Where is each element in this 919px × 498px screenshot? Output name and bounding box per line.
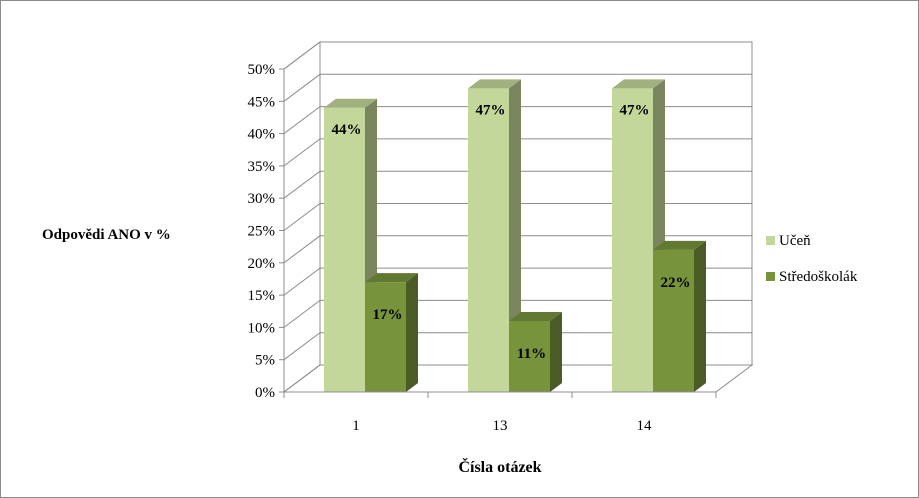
y-axis-label: Odpovědi ANO v %: [42, 227, 171, 243]
data-label: 11%: [517, 346, 546, 362]
y-tick-label: 20%: [248, 256, 276, 272]
y-tick-label: 0%: [255, 385, 275, 401]
bar-front: [324, 108, 365, 392]
bar-side: [550, 312, 562, 392]
legend-label-stredoskolak: Středoškolák: [779, 269, 858, 285]
bar-front: [468, 88, 509, 392]
bar-side: [694, 241, 706, 392]
bar: [365, 273, 418, 392]
legend: Učeň Středoškolák: [766, 233, 858, 285]
bar: [653, 241, 706, 392]
data-label: 22%: [661, 275, 691, 291]
bar-front: [365, 282, 406, 392]
data-label: 44%: [332, 122, 362, 138]
x-tick-label: 13: [493, 418, 508, 434]
legend-swatch-uceen: [766, 236, 775, 245]
x-tick-label: 14: [637, 418, 653, 434]
y-tick-label: 10%: [248, 320, 276, 336]
legend-label-uceen: Učeň: [779, 233, 811, 249]
bar-side: [406, 273, 418, 392]
legend-swatch-stredoskolak: [766, 272, 775, 281]
data-label: 47%: [476, 102, 506, 118]
bar-front: [653, 250, 694, 392]
y-tick-label: 30%: [248, 191, 276, 207]
x-axis-label: Čísla otázek: [458, 457, 541, 476]
data-label: 47%: [620, 102, 650, 118]
y-tick-label: 45%: [248, 94, 276, 110]
y-tick-label: 15%: [248, 288, 276, 304]
y-tick-label: 5%: [255, 353, 275, 369]
y-tick-label: 40%: [248, 127, 276, 143]
data-label: 17%: [373, 307, 403, 323]
x-tick-label: 1: [352, 418, 360, 434]
y-tick-label: 25%: [248, 224, 276, 240]
bar-front: [612, 88, 653, 392]
y-tick-label: 50%: [248, 62, 276, 78]
y-tick-label: 35%: [248, 159, 276, 175]
